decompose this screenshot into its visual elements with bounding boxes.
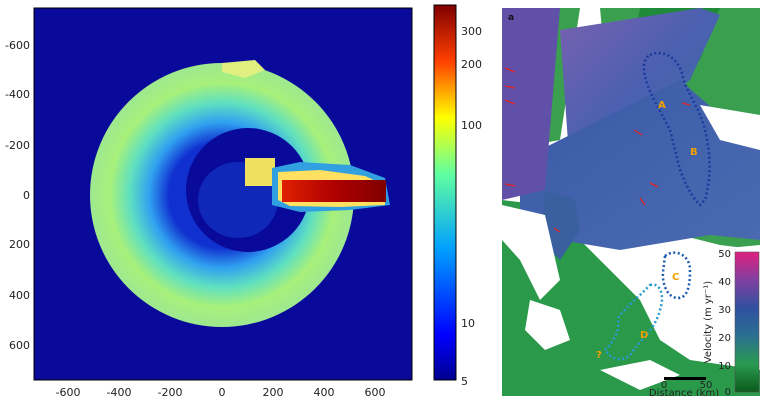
colorbar-gradient <box>433 4 457 381</box>
x-tick: -600 <box>56 386 81 399</box>
region-outline-ab <box>642 51 711 207</box>
flow-arrow <box>504 99 516 105</box>
right-map-panel: A B C D ? a 0 50 Distance (km) 50 40 3 <box>502 8 760 399</box>
x-tick: 0 <box>219 386 226 399</box>
site-label-d: D <box>640 330 648 341</box>
heatmap-frame <box>33 7 413 381</box>
flow-arrow <box>639 197 646 206</box>
velocity-legend-gradient <box>734 251 760 393</box>
y-tick: 200 <box>9 238 30 251</box>
flow-arrow <box>649 182 659 188</box>
site-label-question: ? <box>596 350 602 361</box>
flow-arrow <box>504 85 516 89</box>
site-label-a: A <box>658 100 666 111</box>
velocity-legend: 50 40 30 20 10 0 Velocity (m yr⁻¹) <box>703 249 760 398</box>
heatmap-x-axis: -600 -400 -200 0 200 400 600 <box>56 386 386 399</box>
scale-bar-line <box>664 377 706 380</box>
region-outline-d <box>603 283 664 361</box>
left-heatmap-panel: -600 -400 -200 0 200 400 600 -600 -400 -… <box>5 7 413 399</box>
flow-arrow <box>633 129 643 136</box>
legend-tick: 20 <box>718 333 731 344</box>
heatmap-y-axis: -600 -400 -200 0 200 400 600 <box>5 39 30 352</box>
y-tick: 600 <box>9 339 30 352</box>
colorbar-tick: 5 <box>461 375 468 388</box>
scale-bar: 0 50 Distance (km) <box>649 377 719 399</box>
panel-label: a <box>508 13 514 23</box>
colorbar-tick: 100 <box>461 119 482 132</box>
legend-tick: 50 <box>718 249 731 260</box>
flow-arrows <box>504 67 691 233</box>
colorbar-tick: 200 <box>461 58 482 71</box>
scale-bar-label: Distance (km) <box>649 388 719 399</box>
heatmap-yellow-block <box>245 158 275 186</box>
flow-arrow <box>681 102 691 106</box>
legend-tick: 30 <box>718 305 731 316</box>
flow-arrow <box>504 183 516 187</box>
flow-arrow <box>504 67 516 73</box>
site-label-b: B <box>690 147 698 158</box>
legend-tick: 10 <box>718 361 731 372</box>
legend-tick: 0 <box>725 387 731 398</box>
y-tick: -600 <box>5 39 30 52</box>
legend-tick: 40 <box>718 277 731 288</box>
y-tick: -400 <box>5 88 30 101</box>
flow-arrow <box>553 227 561 233</box>
colorbar: 300 200 100 10 5 <box>433 4 482 388</box>
y-tick: 400 <box>9 289 30 302</box>
x-tick: -200 <box>158 386 183 399</box>
x-tick: 200 <box>263 386 284 399</box>
colorbar-tick: 300 <box>461 25 482 38</box>
y-tick: -200 <box>5 139 30 152</box>
scale-bar-zero: 0 <box>661 380 667 391</box>
site-label-c: C <box>672 272 679 283</box>
heatmap-hot-stripe <box>282 180 386 202</box>
y-tick: 0 <box>23 189 30 202</box>
colorbar-tick: 10 <box>461 317 475 330</box>
x-tick: 600 <box>365 386 386 399</box>
x-tick: -400 <box>107 386 132 399</box>
scale-bar-fifty: 50 <box>700 380 713 391</box>
x-tick: 400 <box>314 386 335 399</box>
velocity-legend-title: Velocity (m yr⁻¹) <box>703 281 714 364</box>
velocity-swath-middle <box>520 80 760 250</box>
